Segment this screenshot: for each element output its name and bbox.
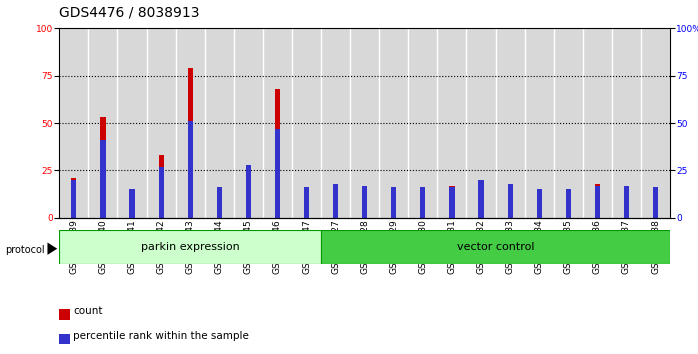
Bar: [71, 178, 77, 218]
Text: parkin expression: parkin expression: [141, 242, 239, 252]
Bar: [525, 28, 554, 218]
Bar: [147, 28, 176, 218]
Bar: [71, 180, 77, 218]
Bar: [420, 187, 426, 218]
Text: protocol: protocol: [6, 245, 45, 255]
Bar: [438, 28, 466, 218]
Bar: [101, 117, 105, 218]
Bar: [117, 28, 147, 218]
Bar: [496, 28, 525, 218]
Bar: [362, 185, 367, 218]
Bar: [350, 28, 379, 218]
Bar: [246, 165, 251, 218]
Text: GDS4476 / 8038913: GDS4476 / 8038913: [59, 5, 200, 19]
Bar: [408, 28, 438, 218]
Bar: [101, 140, 105, 218]
Bar: [391, 187, 396, 218]
Bar: [641, 28, 670, 218]
Bar: [595, 185, 600, 218]
Bar: [537, 191, 542, 218]
Bar: [391, 187, 396, 218]
Bar: [205, 28, 234, 218]
Bar: [362, 185, 367, 218]
Bar: [59, 28, 89, 218]
Bar: [583, 28, 612, 218]
Bar: [321, 28, 350, 218]
Bar: [188, 121, 193, 218]
Bar: [275, 129, 280, 218]
Bar: [216, 187, 222, 218]
Bar: [275, 89, 280, 218]
Bar: [565, 191, 571, 218]
Bar: [129, 189, 135, 218]
Bar: [379, 28, 408, 218]
Bar: [188, 68, 193, 218]
Text: percentile rank within the sample: percentile rank within the sample: [73, 331, 249, 341]
Bar: [478, 180, 484, 218]
Bar: [234, 28, 263, 218]
Bar: [612, 28, 641, 218]
Bar: [554, 28, 583, 218]
Bar: [304, 187, 309, 218]
Bar: [537, 189, 542, 218]
Bar: [176, 28, 205, 218]
Bar: [450, 185, 454, 218]
Bar: [478, 180, 484, 218]
Bar: [507, 184, 513, 218]
Bar: [420, 187, 426, 218]
Bar: [59, 309, 70, 320]
Bar: [129, 193, 135, 218]
Bar: [595, 184, 600, 218]
Bar: [333, 184, 339, 218]
Text: vector control: vector control: [456, 242, 535, 252]
Bar: [450, 187, 454, 218]
FancyBboxPatch shape: [321, 230, 670, 264]
Bar: [59, 334, 70, 344]
Bar: [292, 28, 321, 218]
Bar: [216, 191, 222, 218]
Bar: [333, 184, 339, 218]
Text: count: count: [73, 306, 103, 316]
Bar: [466, 28, 496, 218]
Bar: [624, 185, 629, 218]
Bar: [653, 191, 658, 218]
Bar: [653, 187, 658, 218]
Bar: [304, 189, 309, 218]
FancyBboxPatch shape: [59, 230, 321, 264]
Bar: [246, 165, 251, 218]
Bar: [565, 189, 571, 218]
Bar: [158, 155, 164, 218]
Bar: [624, 185, 629, 218]
Bar: [507, 184, 513, 218]
Bar: [263, 28, 292, 218]
Bar: [89, 28, 117, 218]
Bar: [158, 167, 164, 218]
